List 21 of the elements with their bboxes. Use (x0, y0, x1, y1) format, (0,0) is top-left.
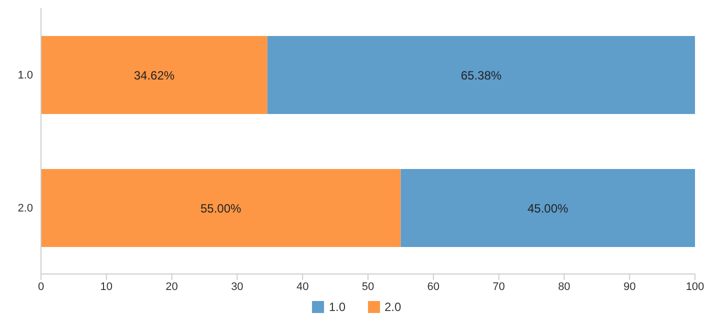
x-tick-label: 70 (492, 280, 505, 293)
legend-label: 2.0 (384, 300, 402, 314)
x-tick-label: 60 (427, 280, 440, 293)
x-tick-label: 90 (623, 280, 636, 293)
data-label: 45.00% (528, 201, 569, 216)
data-label: 65.38% (460, 68, 502, 82)
x-tick-label: 50 (362, 280, 374, 293)
bar (41, 36, 268, 114)
x-tick-label: 100 (686, 280, 704, 293)
bar (400, 169, 695, 247)
x-tick-label: 0 (38, 280, 44, 293)
x-tick-label: 20 (166, 280, 178, 293)
x-tick-label: 30 (231, 280, 244, 293)
bar (267, 36, 695, 114)
x-tick-label: 40 (296, 280, 309, 293)
data-label: 34.62% (134, 68, 175, 82)
bar (41, 169, 401, 247)
legend-label: 1.0 (328, 300, 346, 314)
data-label: 55.00% (200, 201, 242, 216)
x-tick-label: 80 (558, 280, 570, 293)
x-tick-label: 10 (100, 280, 113, 293)
